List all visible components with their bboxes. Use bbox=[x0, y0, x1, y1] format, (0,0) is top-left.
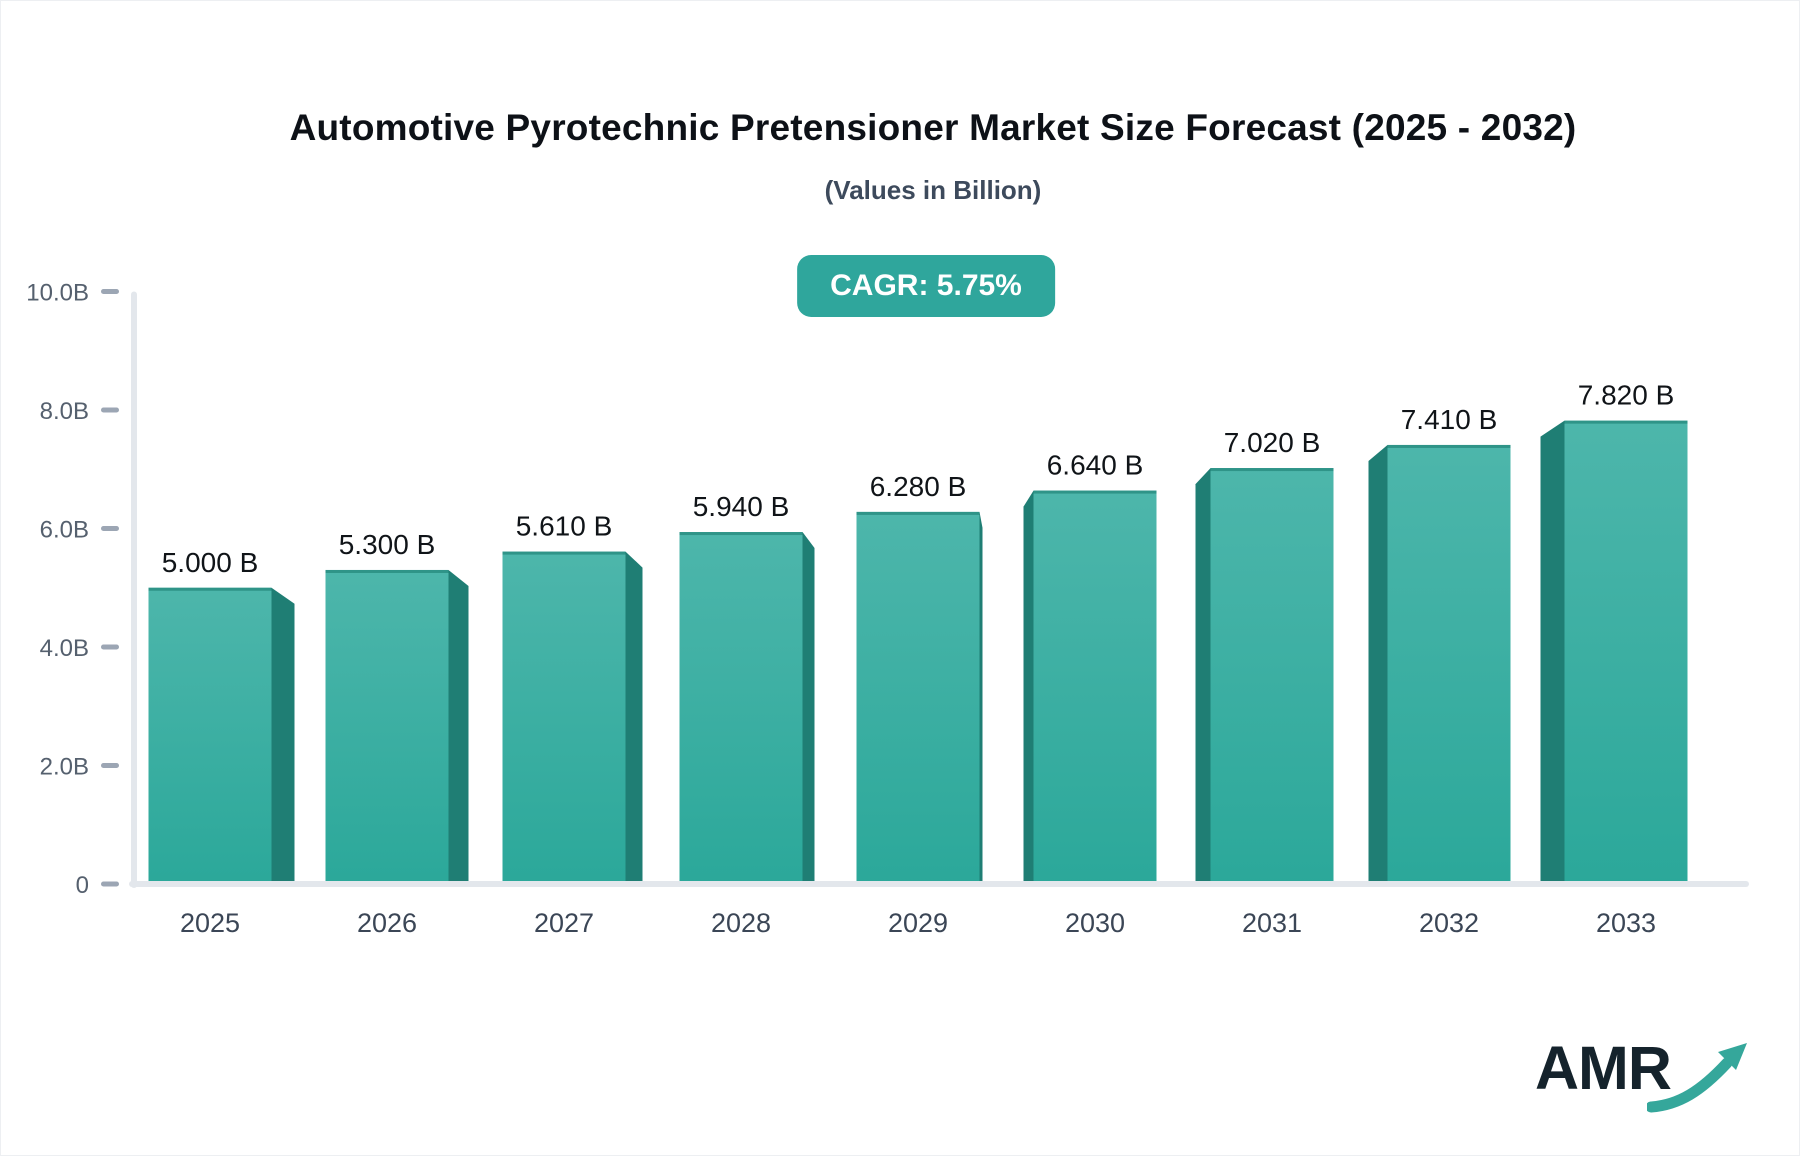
x-axis-label: 2025 bbox=[180, 908, 240, 938]
y-axis-label: 4.0B bbox=[40, 635, 89, 662]
bar-value-label: 5.940 B bbox=[693, 491, 790, 522]
y-axis-tick bbox=[101, 881, 119, 887]
x-axis-label: 2032 bbox=[1419, 908, 1479, 938]
bar-top-edge bbox=[502, 551, 626, 555]
y-axis-label: 0 bbox=[76, 872, 89, 899]
chart-subtitle: (Values in Billion) bbox=[824, 175, 1042, 205]
y-axis-line bbox=[131, 291, 137, 888]
bar-value-label: 6.640 B bbox=[1047, 450, 1144, 481]
bar-side-2032 bbox=[1368, 444, 1388, 884]
chart-title: Automotive Pyrotechnic Pretensioner Mark… bbox=[289, 107, 1577, 148]
bar-2029 bbox=[856, 511, 980, 884]
y-axis-tick bbox=[101, 763, 119, 768]
bar-2027 bbox=[502, 551, 626, 884]
bar-side-2026 bbox=[448, 569, 469, 884]
cagr-badge: CAGR: 5.75% bbox=[797, 255, 1055, 317]
bar-side-2025 bbox=[271, 587, 295, 884]
y-axis-label: 6.0B bbox=[40, 517, 89, 544]
bar-value-label: 5.000 B bbox=[162, 547, 259, 578]
x-axis-line bbox=[129, 881, 1749, 887]
x-axis-label: 2028 bbox=[711, 908, 771, 938]
y-axis-tick bbox=[101, 526, 119, 531]
y-axis-label: 10.0B bbox=[26, 280, 89, 307]
x-axis-label: 2029 bbox=[888, 908, 948, 938]
bar-2033 bbox=[1564, 420, 1688, 884]
bar-top-edge bbox=[148, 587, 272, 591]
bar-side-2027 bbox=[625, 551, 643, 884]
bar-top-edge bbox=[856, 511, 980, 515]
x-axis-label: 2030 bbox=[1065, 908, 1125, 938]
bar-2032 bbox=[1387, 444, 1511, 884]
y-axis-tick bbox=[101, 289, 119, 294]
y-axis-label: 2.0B bbox=[40, 754, 89, 781]
x-axis-label: 2031 bbox=[1242, 908, 1302, 938]
bar-value-label: 6.280 B bbox=[870, 471, 967, 502]
bar-2031 bbox=[1210, 468, 1334, 884]
logo-text: AMR bbox=[1535, 1034, 1672, 1102]
bar-2026 bbox=[325, 569, 449, 884]
x-axis-label: 2033 bbox=[1596, 908, 1656, 938]
bar-2030 bbox=[1033, 490, 1157, 884]
bar-top-edge bbox=[1033, 490, 1157, 494]
bar-top-edge bbox=[679, 532, 803, 536]
bar-top-edge bbox=[1387, 444, 1511, 448]
bar-2025 bbox=[148, 587, 272, 884]
y-axis-tick bbox=[101, 644, 119, 650]
amr-logo: AMR bbox=[1535, 1033, 1747, 1125]
bar-value-label: 7.410 B bbox=[1401, 404, 1498, 435]
bar-value-label: 7.020 B bbox=[1224, 427, 1321, 458]
bar-top-edge bbox=[325, 569, 449, 573]
x-axis-label: 2027 bbox=[534, 908, 594, 938]
y-axis-tick bbox=[101, 407, 119, 413]
growth-arrow-icon bbox=[1647, 1043, 1747, 1113]
bar-2028 bbox=[679, 532, 803, 884]
bar-side-2030 bbox=[1023, 490, 1034, 884]
bar-value-label: 7.820 B bbox=[1578, 380, 1675, 411]
bar-side-2031 bbox=[1195, 468, 1211, 884]
y-axis-label: 8.0B bbox=[40, 398, 89, 425]
bar-value-label: 5.610 B bbox=[516, 511, 613, 542]
bar-side-2033 bbox=[1540, 420, 1565, 884]
bar-value-label: 5.300 B bbox=[339, 529, 436, 560]
bar-top-edge bbox=[1210, 468, 1334, 472]
bar-top-edge bbox=[1564, 420, 1688, 424]
x-axis-label: 2026 bbox=[357, 908, 417, 938]
bar-side-2028 bbox=[802, 532, 815, 884]
bar-side-2029 bbox=[979, 511, 983, 884]
